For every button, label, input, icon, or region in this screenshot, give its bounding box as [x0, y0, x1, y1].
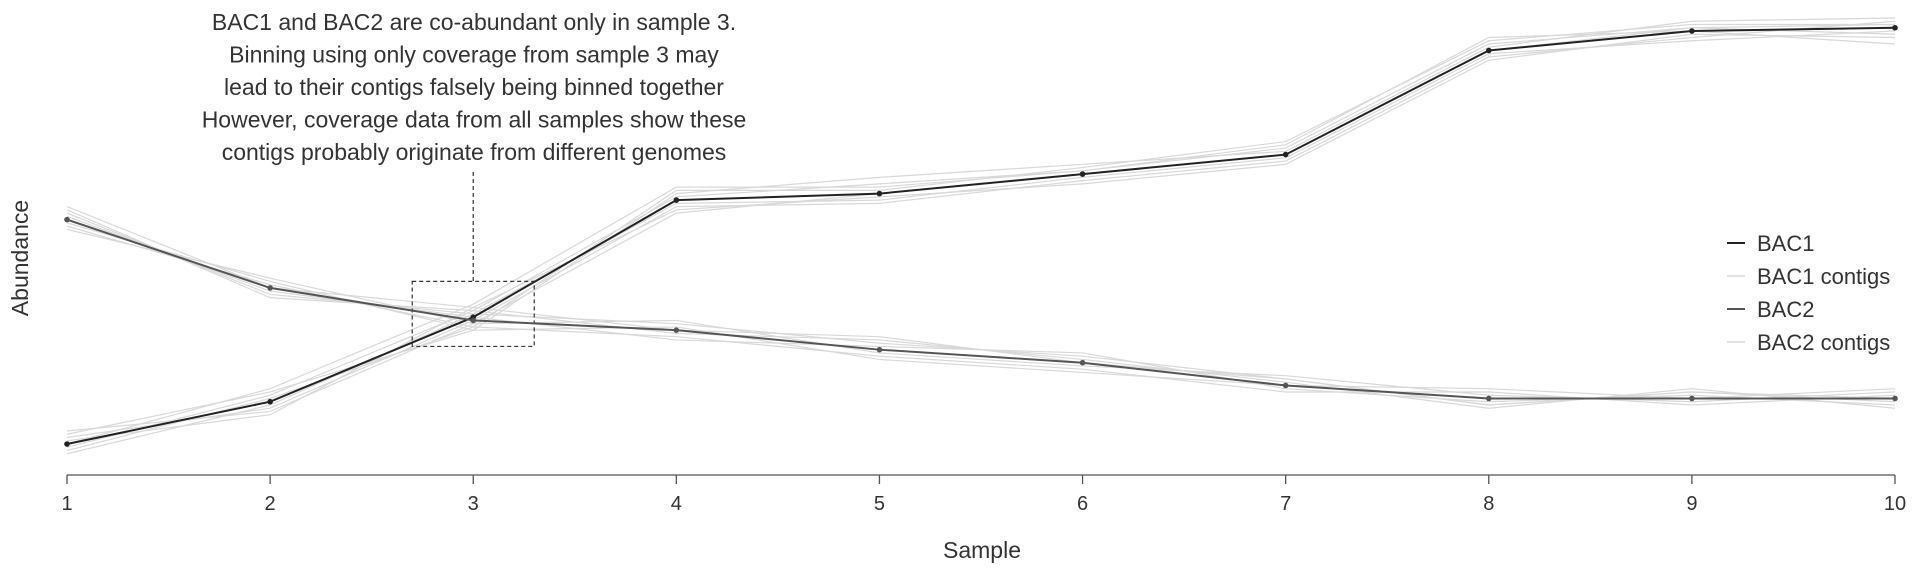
- bac1-point-7: [1282, 151, 1289, 158]
- bac2-point-4: [673, 327, 680, 333]
- annotation-dashed-box: [411, 280, 535, 348]
- bac1-contigs-line-7: [66, 30, 1896, 445]
- bac1-point-4: [673, 197, 680, 203]
- bac1-point-10: [1892, 24, 1898, 31]
- x-tick-label-5: 5: [874, 493, 885, 515]
- bac1-point-8: [1485, 47, 1492, 54]
- x-tick-label-1: 1: [61, 493, 72, 515]
- bac2-contigs-line-3: [66, 209, 1896, 409]
- bac1-contigs-line-1: [66, 27, 1896, 448]
- x-tick-label-6: 6: [1077, 493, 1088, 515]
- bac2-point-10: [1892, 395, 1898, 402]
- legend-label-bac1-contigs: BAC1 contigs: [1757, 264, 1890, 289]
- bac1-line: [66, 26, 1896, 445]
- bac2-contigs-line-4: [66, 228, 1896, 403]
- annotation-text: BAC1 and BAC2 are co-abundant only in sa…: [202, 9, 747, 165]
- bac2-point-2: [267, 285, 273, 291]
- x-axis-title: Sample: [943, 537, 1021, 563]
- bac2-line: [66, 218, 1895, 400]
- x-tick-label-2: 2: [265, 493, 276, 515]
- legend-label-bac2: BAC2: [1757, 297, 1814, 322]
- bac2-point-5: [876, 346, 883, 353]
- bac2-point-3: [470, 317, 477, 324]
- bac1-point-5: [876, 190, 883, 197]
- x-tick-label-9: 9: [1686, 493, 1697, 515]
- bac2-point-7: [1282, 382, 1289, 389]
- bac2-point-6: [1079, 359, 1086, 366]
- bac1-point-2: [267, 398, 273, 405]
- annotation-line-2: Binning using only coverage from sample …: [229, 42, 719, 68]
- genome-lines: [64, 24, 1898, 447]
- x-tick-label-7: 7: [1280, 493, 1291, 515]
- bac2-contigs-line-7: [66, 206, 1896, 406]
- bac1-point-6: [1079, 171, 1086, 177]
- x-tick-label-3: 3: [468, 493, 479, 515]
- annotation-line-1: BAC1 and BAC2 are co-abundant only in sa…: [212, 9, 736, 35]
- annotation-line-5: contigs probably originate from differen…: [222, 139, 727, 165]
- bac2-point-1: [64, 216, 70, 223]
- x-tick-label-8: 8: [1483, 493, 1494, 515]
- x-axis: 1 2 3 4 5 6 7 8 9 10: [61, 474, 1906, 515]
- legend-label-bac2-contigs: BAC2 contigs: [1757, 330, 1890, 355]
- legend: BAC1 BAC1 contigs BAC2 BAC2 contigs: [1727, 231, 1890, 355]
- bac2-contigs-line-6: [66, 222, 1896, 400]
- bac2-contigs-line-1: [66, 212, 1896, 406]
- y-axis-title: Abundance: [7, 200, 33, 316]
- bac1-point-1: [64, 441, 70, 447]
- legend-label-bac1: BAC1: [1757, 231, 1814, 256]
- bac1-point-9: [1689, 28, 1695, 34]
- annotation-line-3: lead to their contigs falsely being binn…: [224, 74, 724, 100]
- x-tick-label-4: 4: [671, 493, 682, 515]
- bac2-point-9: [1689, 395, 1695, 402]
- x-tick-label-10: 10: [1884, 493, 1906, 515]
- bac2-point-8: [1485, 395, 1492, 402]
- annotation-line-4: However, coverage data from all samples …: [202, 107, 747, 133]
- annotation-box: [411, 172, 535, 348]
